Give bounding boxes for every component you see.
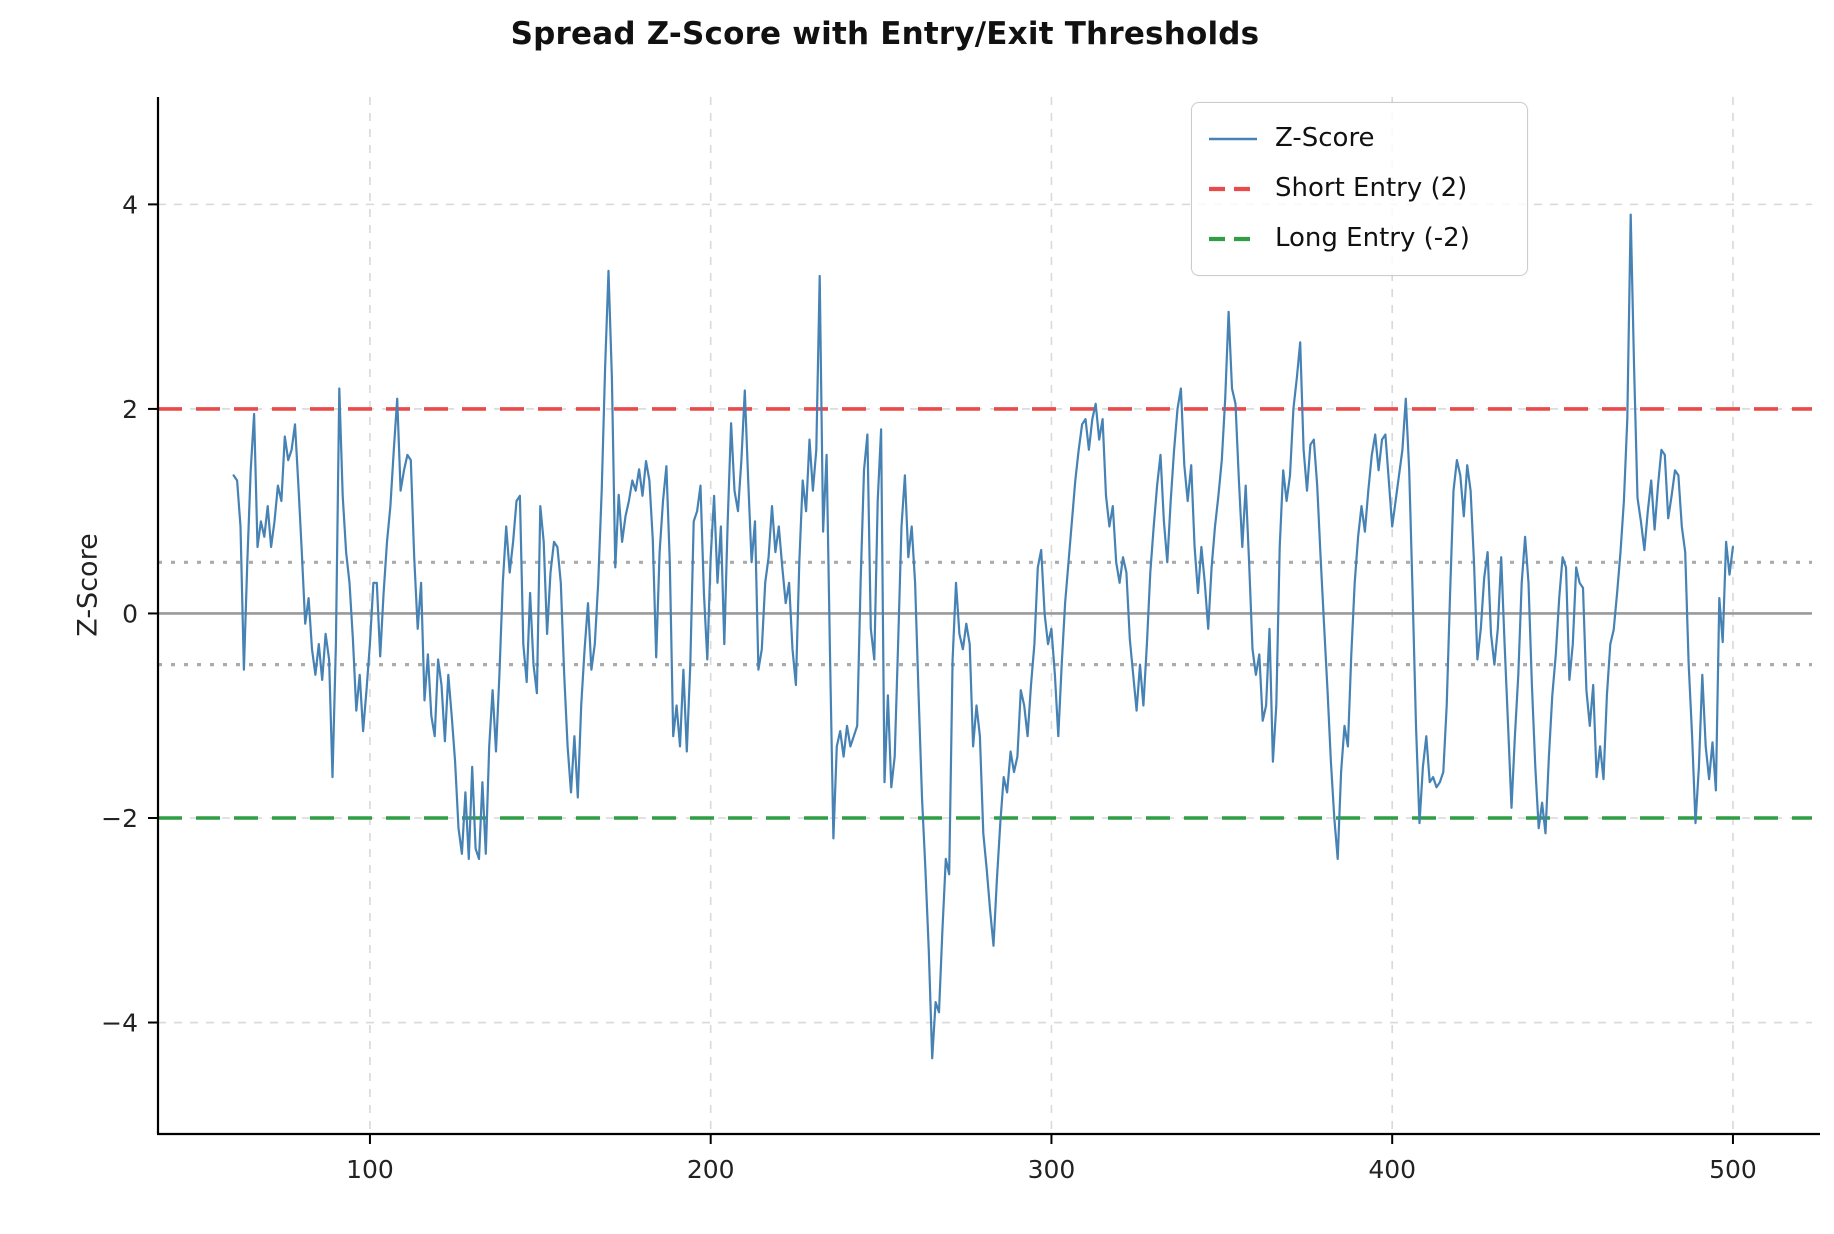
dashed-line-icon <box>1208 229 1258 248</box>
x-tick-label: 200 <box>687 1155 735 1184</box>
legend-item: Long Entry (-2) <box>1208 213 1509 263</box>
y-tick-label: −2 <box>101 804 138 833</box>
chart-title: Spread Z-Score with Entry/Exit Threshold… <box>510 16 1260 52</box>
solid-line-icon <box>1208 129 1258 148</box>
zscore-line <box>232 213 1735 1060</box>
legend: Z-Score Short Entry (2) Long Entry (-2) <box>1191 102 1528 276</box>
legend-item: Z-Score <box>1208 113 1509 163</box>
legend-item: Short Entry (2) <box>1208 163 1509 213</box>
y-tick-label: 2 <box>122 395 138 424</box>
x-tick-label: 100 <box>346 1155 394 1184</box>
x-tick-label: 300 <box>1028 1155 1076 1184</box>
legend-label: Z-Score <box>1275 123 1375 153</box>
x-tick-label: 500 <box>1709 1155 1757 1184</box>
x-tick-label: 400 <box>1368 1155 1416 1184</box>
y-tick-label: 0 <box>122 599 138 628</box>
y-tick-label: −4 <box>101 1009 138 1038</box>
legend-label: Short Entry (2) <box>1275 173 1468 203</box>
dashed-line-icon <box>1208 179 1258 198</box>
legend-label: Long Entry (-2) <box>1275 223 1470 253</box>
y-tick-label: 4 <box>122 190 138 219</box>
